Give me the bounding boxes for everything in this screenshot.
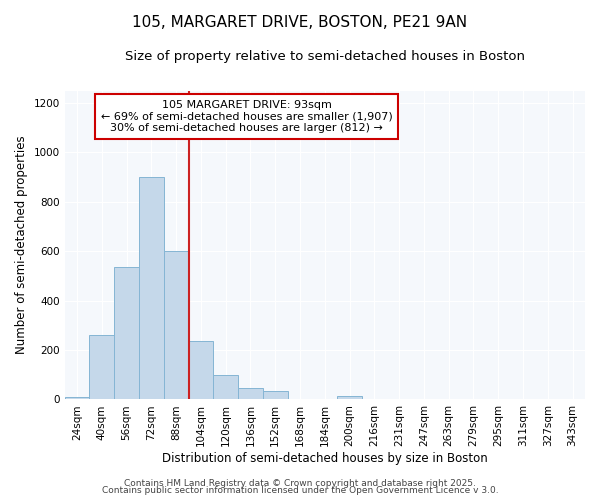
Bar bbox=[214, 374, 238, 400]
Text: Contains HM Land Registry data © Crown copyright and database right 2025.: Contains HM Land Registry data © Crown c… bbox=[124, 478, 476, 488]
Bar bbox=[139, 177, 164, 400]
Bar bbox=[263, 391, 287, 400]
Bar bbox=[89, 335, 114, 400]
Text: 105, MARGARET DRIVE, BOSTON, PE21 9AN: 105, MARGARET DRIVE, BOSTON, PE21 9AN bbox=[133, 15, 467, 30]
X-axis label: Distribution of semi-detached houses by size in Boston: Distribution of semi-detached houses by … bbox=[162, 452, 488, 465]
Bar bbox=[238, 388, 263, 400]
Text: 105 MARGARET DRIVE: 93sqm
← 69% of semi-detached houses are smaller (1,907)
30% : 105 MARGARET DRIVE: 93sqm ← 69% of semi-… bbox=[101, 100, 392, 133]
Text: Contains public sector information licensed under the Open Government Licence v : Contains public sector information licen… bbox=[101, 486, 499, 495]
Bar bbox=[164, 251, 188, 400]
Bar bbox=[114, 267, 139, 400]
Y-axis label: Number of semi-detached properties: Number of semi-detached properties bbox=[15, 136, 28, 354]
Title: Size of property relative to semi-detached houses in Boston: Size of property relative to semi-detach… bbox=[125, 50, 525, 63]
Bar bbox=[337, 396, 362, 400]
Bar bbox=[65, 397, 89, 400]
Bar bbox=[188, 342, 214, 400]
